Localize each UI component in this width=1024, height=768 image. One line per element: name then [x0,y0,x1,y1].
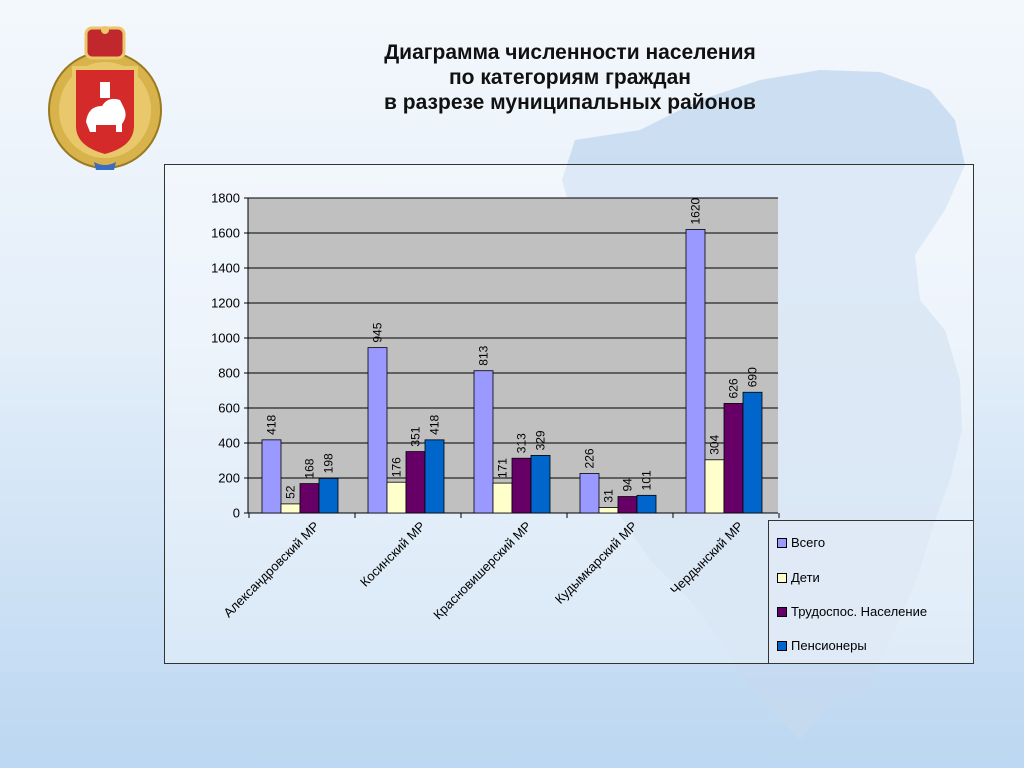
x-category-label: Красновишерский МР [430,519,534,623]
legend-label-pensioners: Пенсионеры [791,638,867,654]
bar [530,455,551,514]
bar [280,503,301,514]
data-label: 226 [583,448,597,468]
x-category-label: Кудымкарский МР [552,519,640,607]
data-label: 52 [284,485,298,499]
data-label: 626 [727,378,741,398]
legend-item-pensioners: Пенсионеры [777,637,867,653]
bar [704,459,725,514]
y-tick-label: 1400 [211,261,240,276]
data-label: 168 [303,458,317,478]
bar [367,347,388,514]
bar [685,229,706,514]
data-label: 101 [640,470,654,490]
legend-item-total: Всего [777,534,825,550]
legend-swatch-working-age [777,606,787,617]
data-label: 31 [602,489,616,503]
bar [492,482,513,514]
y-tick-label: 200 [218,471,240,486]
data-label: 329 [534,430,548,450]
data-label: 171 [496,458,510,478]
data-label: 1620 [689,197,703,224]
legend-label-working-age: Трудоспос. Население [791,604,928,620]
title-line-3: в разрезе муниципальных районов [384,91,756,114]
legend-swatch-children [777,572,787,583]
bar [636,494,657,514]
y-tick-label: 0 [233,506,240,521]
bar [742,391,763,514]
legend-label-children: Дети [791,570,820,586]
data-label: 176 [390,457,404,477]
title-line-2: по категориям граждан [449,66,691,89]
data-label: 351 [409,426,423,446]
data-label: 418 [265,415,279,435]
legend-item-children: Дети [777,569,820,585]
bar [723,403,744,514]
bar [617,496,638,514]
x-category-label: Александровский МР [220,519,322,621]
title-line-1: Диаграмма численности населения [384,41,756,64]
y-tick-label: 1600 [211,226,240,241]
perm-krai-coat-of-arms [48,26,162,170]
bar [299,483,320,514]
bar [511,457,532,514]
chart-title: Диаграмма численности населения по катег… [300,40,840,115]
data-label: 198 [322,453,336,473]
legend-swatch-pensioners [777,640,787,651]
data-label: 418 [428,415,442,435]
data-label: 945 [371,322,385,342]
bar [261,439,282,514]
y-tick-label: 800 [218,366,240,381]
y-tick-label: 1000 [211,331,240,346]
y-tick-label: 600 [218,401,240,416]
chart-legend: Всего Дети Трудоспос. Население Пенсионе… [768,520,974,664]
legend-swatch-total [777,537,787,548]
x-category-label: Чердынский МР [667,519,746,598]
x-category-label: Косинский МР [357,519,428,590]
data-label: 94 [621,478,635,492]
bar [386,481,407,514]
legend-label-total: Всего [791,535,826,551]
bar [473,370,494,514]
y-tick-label: 400 [218,436,240,451]
data-label: 304 [708,434,722,454]
legend-item-working-age: Трудоспос. Население [777,603,927,619]
bar [318,477,339,514]
bar [598,507,619,514]
y-tick-label: 1200 [211,296,240,311]
data-label: 690 [746,367,760,387]
y-tick-label: 1800 [211,191,240,206]
data-label: 813 [477,345,491,365]
data-label: 313 [515,433,529,453]
bar [579,473,600,514]
bar [424,439,445,514]
bar [405,451,426,514]
